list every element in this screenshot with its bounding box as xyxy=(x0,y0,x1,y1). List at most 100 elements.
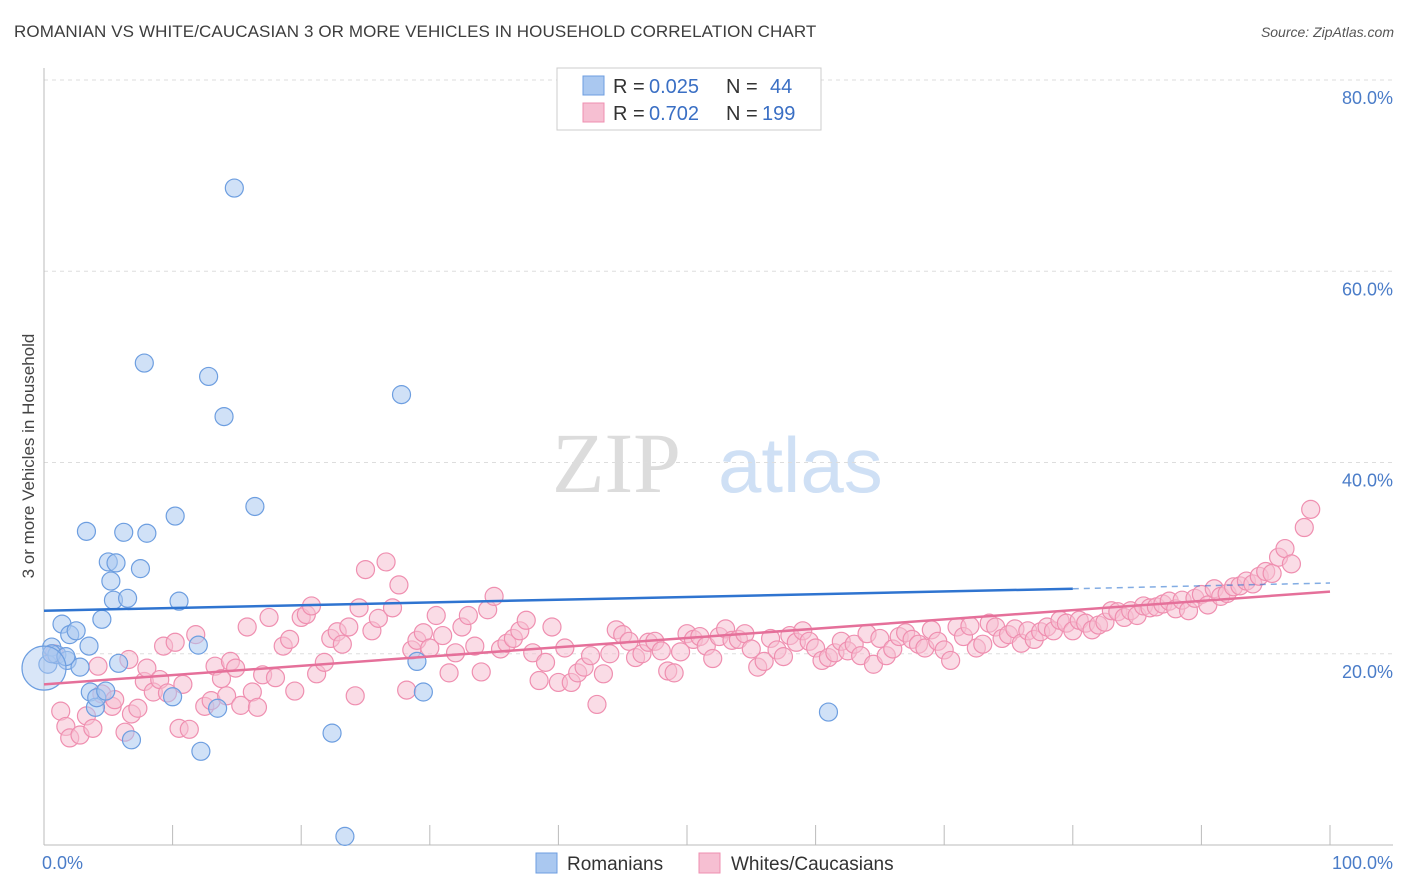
whites-point-54 xyxy=(355,559,376,580)
romanians-point-18 xyxy=(106,553,126,573)
stats-legend: R = 0.025 N = 44 R = 0.702 N = 199 xyxy=(556,67,822,131)
trend-line-romanians-extension xyxy=(1072,582,1331,590)
whites-point-29 xyxy=(211,669,232,689)
romanians-point-27 xyxy=(165,506,185,526)
watermark: ZIP atlas xyxy=(552,415,883,511)
y-tick-label-60: 60.0% xyxy=(1342,279,1393,299)
legend-n-value-romanians: 44 xyxy=(770,76,792,98)
x-tick-label-min: 0.0% xyxy=(42,853,83,873)
whites-point-68 xyxy=(445,643,466,663)
whites-point-65 xyxy=(426,605,446,626)
bottom-legend-swatch-romanians xyxy=(535,852,558,874)
romanians-point-29 xyxy=(188,635,208,655)
romanians-point-22 xyxy=(121,730,142,750)
romanians-point-30 xyxy=(191,741,211,761)
whites-point-198 xyxy=(1281,554,1302,574)
whites-point-102 xyxy=(664,663,684,683)
whites-point-32 xyxy=(226,658,246,678)
whites-point-79 xyxy=(516,610,536,630)
whites-point-34 xyxy=(237,617,257,637)
whites-point-14 xyxy=(128,698,148,718)
legend-r-label-whites: R = xyxy=(613,103,645,125)
whites-point-81 xyxy=(529,670,549,691)
whites-point-200 xyxy=(1301,499,1321,519)
whites-point-91 xyxy=(593,664,614,684)
whites-point-38 xyxy=(259,607,279,628)
romanians-point-14 xyxy=(96,681,116,701)
whites-point-66 xyxy=(433,625,453,646)
trend-line-romanians xyxy=(43,587,1073,612)
whites-point-90 xyxy=(587,694,607,715)
whites-point-199 xyxy=(1294,517,1314,538)
romanians-point-36 xyxy=(322,723,342,743)
romanians-point-21 xyxy=(117,588,138,608)
romanians-point-28 xyxy=(169,591,189,611)
trend-line-whites xyxy=(43,590,1331,686)
bottom-legend-swatch-whites xyxy=(698,852,721,874)
romanians-point-31 xyxy=(199,366,219,387)
romanians-point-20 xyxy=(114,522,134,542)
romanians-point-25 xyxy=(137,523,157,543)
trend-lines xyxy=(43,582,1331,686)
whites-point-150 xyxy=(973,634,993,654)
legend-n-value-whites: 199 xyxy=(762,103,795,125)
whites-point-57 xyxy=(376,552,396,572)
whites-point-53 xyxy=(349,598,369,618)
romanians-point-24 xyxy=(134,353,154,373)
whites-point-103 xyxy=(670,642,691,662)
gridlines xyxy=(44,79,1393,655)
chart-source: Source: ZipAtlas.com xyxy=(1260,24,1394,40)
romanians-point-13 xyxy=(92,609,112,629)
whites-point-24 xyxy=(179,719,199,739)
whites-point-52 xyxy=(345,686,365,706)
whites-point-42 xyxy=(285,681,305,701)
whites-point-58 xyxy=(382,598,403,618)
whites-point-7 xyxy=(88,656,108,676)
whites-point-59 xyxy=(389,575,409,595)
romanians-points xyxy=(21,178,839,846)
romanians-point-32 xyxy=(208,698,228,718)
romanians-point-9 xyxy=(79,636,99,656)
whites-point-47 xyxy=(314,652,334,672)
whites-point-92 xyxy=(600,644,620,664)
whites-point-70 xyxy=(458,605,478,626)
whites-point-67 xyxy=(439,663,459,683)
romanians-point-large xyxy=(21,645,67,691)
legend-n-label-whites: N = xyxy=(726,103,758,125)
romanians-point-40 xyxy=(413,682,433,702)
whites-point-50 xyxy=(332,634,352,654)
axes xyxy=(43,68,1393,846)
whites-point-108 xyxy=(703,648,723,669)
whites-point-51 xyxy=(339,617,359,637)
y-tick-labels: 20.0% 40.0% 60.0% 80.0% xyxy=(1342,88,1393,682)
whites-point-134 xyxy=(870,628,890,649)
romanians-point-33 xyxy=(214,407,234,427)
romanians-point-35 xyxy=(245,496,265,517)
romanians-point-37 xyxy=(335,826,355,846)
whites-point-74 xyxy=(484,586,504,606)
whites-point-36 xyxy=(247,697,268,717)
legend-swatch-romanians xyxy=(582,75,605,96)
romanians-point-38 xyxy=(391,385,412,405)
whites-point-41 xyxy=(280,629,300,650)
x-tick-label-max: 100.0% xyxy=(1332,853,1393,873)
whites-point-100 xyxy=(651,641,671,661)
whites-point-6 xyxy=(83,718,103,738)
whites-point-60 xyxy=(397,680,417,700)
whites-point-116 xyxy=(754,651,774,672)
y-tick-label-80: 80.0% xyxy=(1342,88,1393,108)
bottom-legend-label-whites: Whites/Caucasians xyxy=(731,854,894,875)
legend-r-value-whites: 0.702 xyxy=(649,103,699,125)
whites-point-71 xyxy=(465,636,485,656)
romanians-point-26 xyxy=(163,687,183,707)
romanians-point-41 xyxy=(818,702,839,722)
whites-point-114 xyxy=(741,639,761,659)
whites-point-83 xyxy=(542,617,562,637)
romanians-point-7 xyxy=(70,657,90,677)
romanians-point-19 xyxy=(108,653,129,673)
legend-n-label-romanians: N = xyxy=(726,76,758,98)
y-tick-label-20: 20.0% xyxy=(1342,662,1393,682)
chart-title: ROMANIAN VS WHITE/CAUCASIAN 3 OR MORE VE… xyxy=(14,22,817,41)
whites-point-82 xyxy=(535,652,556,672)
